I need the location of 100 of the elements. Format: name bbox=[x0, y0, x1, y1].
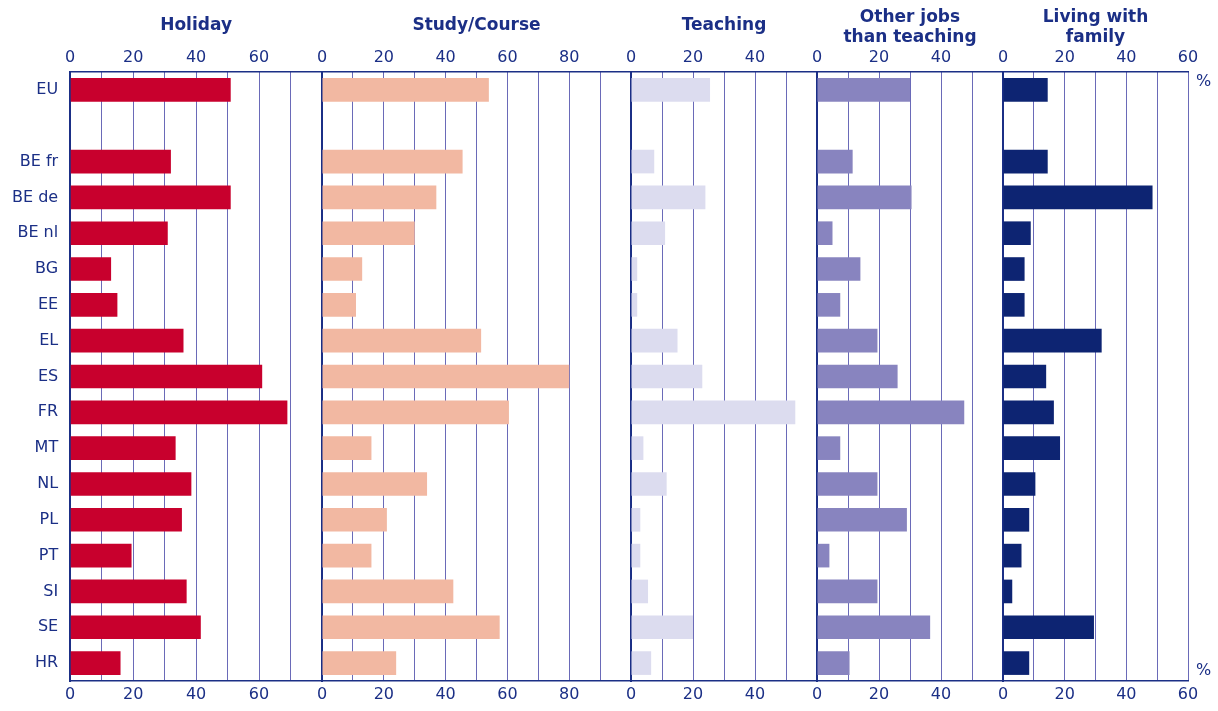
bar bbox=[817, 149, 853, 174]
bar bbox=[322, 579, 454, 604]
bar bbox=[817, 400, 965, 425]
bar bbox=[70, 221, 168, 246]
bar bbox=[631, 149, 655, 174]
x-tick-label: 20 bbox=[682, 47, 704, 67]
bar bbox=[70, 293, 118, 317]
bar bbox=[817, 221, 833, 246]
bar bbox=[817, 257, 861, 281]
x2-tick-label: 0 bbox=[997, 684, 1009, 704]
x-tick-label: 80 bbox=[559, 47, 580, 67]
y-tick-label: ES bbox=[37, 365, 59, 385]
bar bbox=[322, 543, 372, 568]
x-tick-label: 40 bbox=[744, 47, 766, 67]
bar bbox=[1003, 651, 1030, 675]
bar bbox=[817, 579, 878, 604]
y-tick-label: PL bbox=[39, 508, 59, 528]
bar bbox=[817, 436, 841, 460]
bar bbox=[1003, 472, 1036, 496]
bar bbox=[322, 472, 428, 496]
x2-tick-label: 40 bbox=[1116, 684, 1137, 704]
y-tick-label: HR bbox=[35, 652, 59, 672]
bar bbox=[70, 257, 112, 281]
y-tick-label: NL bbox=[37, 473, 59, 493]
bar bbox=[322, 615, 500, 640]
bar bbox=[70, 615, 201, 640]
chart-title: Other jobs than teaching bbox=[843, 6, 977, 46]
x-tick-label: 40 bbox=[1116, 47, 1137, 67]
bar bbox=[70, 400, 288, 425]
bar bbox=[631, 185, 706, 210]
bar bbox=[70, 651, 121, 675]
bar bbox=[322, 149, 463, 174]
x2-tick-label: 20 bbox=[1054, 684, 1075, 704]
x2-tick-label: 0 bbox=[65, 684, 76, 704]
bar bbox=[631, 651, 652, 675]
bar bbox=[817, 543, 830, 568]
bar bbox=[1003, 507, 1030, 532]
y-tick-label: SI bbox=[43, 580, 59, 600]
bar bbox=[70, 328, 184, 353]
chart-title: Living with family bbox=[1042, 6, 1149, 46]
y-tick-label: FR bbox=[37, 401, 59, 421]
bar bbox=[1003, 185, 1153, 210]
bar bbox=[70, 472, 192, 496]
y-tick-label: EU bbox=[36, 79, 59, 99]
bar bbox=[70, 507, 182, 532]
y-tick-label: BG bbox=[35, 258, 59, 278]
bar bbox=[70, 543, 132, 568]
x-tick-label: 20 bbox=[122, 47, 144, 67]
x2-tick-label: 40 bbox=[435, 684, 456, 704]
x-tick-label: 0 bbox=[65, 47, 76, 67]
bar bbox=[1003, 543, 1022, 568]
bar bbox=[322, 364, 570, 389]
bar bbox=[1003, 78, 1048, 102]
bar bbox=[1003, 328, 1102, 353]
bar bbox=[70, 78, 231, 102]
bar bbox=[1003, 615, 1094, 640]
x-tick-label: 0 bbox=[625, 47, 637, 67]
x2-tick-label: 20 bbox=[868, 684, 890, 704]
bar bbox=[817, 472, 878, 496]
x2-tick-label: 0 bbox=[316, 684, 328, 704]
bar bbox=[631, 615, 693, 640]
x-axis-title: % bbox=[1196, 660, 1212, 680]
x2-tick-label: 40 bbox=[185, 684, 207, 704]
x2-tick-label: 60 bbox=[497, 684, 518, 704]
bar bbox=[817, 293, 841, 317]
bar bbox=[631, 579, 649, 604]
bar bbox=[322, 293, 356, 317]
bar bbox=[70, 436, 176, 460]
bar bbox=[1003, 221, 1031, 246]
bar bbox=[631, 221, 666, 246]
x2-tick-label: 60 bbox=[248, 684, 270, 704]
bar bbox=[322, 507, 387, 532]
bar bbox=[1003, 364, 1047, 389]
bar bbox=[631, 400, 796, 425]
bar bbox=[631, 507, 641, 532]
x2-tick-label: 20 bbox=[122, 684, 144, 704]
x2-tick-label: 60 bbox=[1177, 684, 1199, 704]
chart-title: Study/Course bbox=[412, 14, 541, 34]
x-tick-label: 20 bbox=[1054, 47, 1075, 67]
bar bbox=[817, 364, 898, 389]
bar bbox=[631, 436, 644, 460]
x-tick-label: 0 bbox=[997, 47, 1009, 67]
bar bbox=[70, 149, 171, 174]
bar bbox=[322, 400, 509, 425]
x-tick-label: 60 bbox=[248, 47, 270, 67]
x2-tick-label: 40 bbox=[930, 684, 952, 704]
y-tick-label: BE nl bbox=[17, 222, 59, 242]
x2-tick-label: 20 bbox=[373, 684, 394, 704]
bar bbox=[322, 185, 437, 210]
bar bbox=[1003, 400, 1054, 425]
bar bbox=[631, 472, 667, 496]
bar bbox=[70, 185, 231, 210]
bar bbox=[817, 328, 878, 353]
x-tick-label: 60 bbox=[497, 47, 518, 67]
bar bbox=[817, 615, 931, 640]
x-tick-label: 40 bbox=[930, 47, 952, 67]
chart-title: Holiday bbox=[160, 14, 232, 34]
bar bbox=[322, 651, 397, 675]
bar bbox=[70, 364, 263, 389]
x-tick-label: 20 bbox=[868, 47, 890, 67]
